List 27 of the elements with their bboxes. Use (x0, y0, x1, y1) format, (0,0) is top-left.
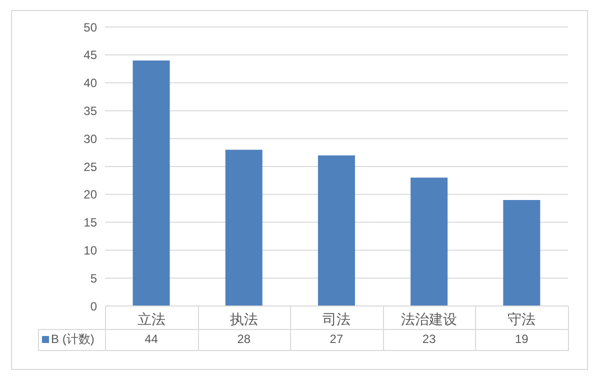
x-tick-label: 守法 (508, 310, 536, 327)
bar (410, 178, 448, 306)
y-tick-label: 20 (84, 188, 98, 202)
bar (503, 200, 540, 306)
y-tick-label: 30 (84, 132, 98, 146)
data-label: 19 (514, 331, 530, 348)
data-label: 44 (144, 331, 159, 348)
y-tick-label: 50 (84, 20, 98, 34)
x-tick-label: 司法 (322, 310, 350, 327)
y-tick-label: 10 (84, 243, 98, 258)
bar (318, 155, 355, 306)
bar (132, 60, 170, 306)
bar (225, 150, 262, 306)
data-label: 23 (421, 331, 437, 348)
data-label: 28 (236, 331, 252, 348)
y-tick-label: 15 (84, 216, 98, 230)
y-tick-label: 35 (84, 104, 98, 118)
y-tick-label: 40 (84, 76, 98, 90)
data-label: 27 (328, 331, 344, 348)
legend-label: B (计数) (51, 331, 94, 348)
x-tick-label: 立法 (137, 310, 166, 327)
y-tick-label: 5 (90, 271, 98, 286)
y-tick-label: 45 (84, 48, 98, 62)
y-tick-label: 25 (84, 160, 98, 174)
x-tick-label: 法治建设 (401, 310, 458, 327)
y-tick-label: 0 (90, 299, 98, 314)
x-tick-label: 执法 (230, 310, 258, 327)
